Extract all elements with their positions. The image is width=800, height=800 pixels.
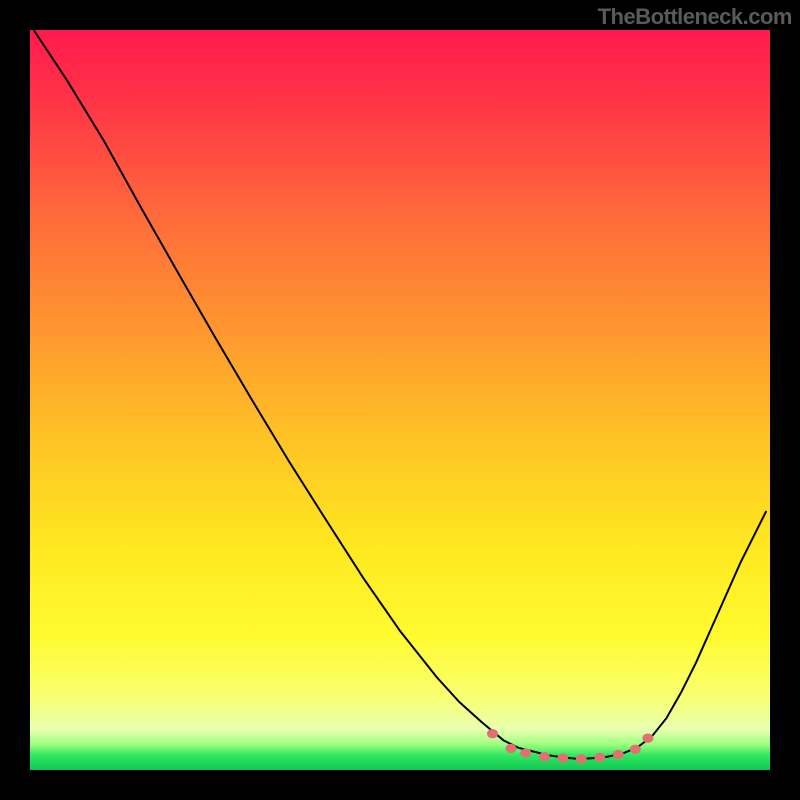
curve-layer — [30, 30, 770, 770]
curve-marker — [594, 753, 605, 762]
curve-marker — [539, 752, 550, 761]
watermark-text: TheBottleneck.com — [598, 4, 792, 30]
curve-marker — [630, 745, 641, 754]
curve-marker — [642, 734, 653, 743]
curve-marker — [576, 754, 587, 763]
curve-marker — [506, 744, 517, 753]
chart-area — [30, 30, 770, 770]
curve-marker — [520, 748, 531, 757]
curve-marker — [557, 754, 568, 763]
bottleneck-curve — [34, 30, 767, 759]
curve-marker — [613, 750, 624, 759]
curve-marker — [487, 729, 498, 738]
chart-container: TheBottleneck.com — [0, 0, 800, 800]
